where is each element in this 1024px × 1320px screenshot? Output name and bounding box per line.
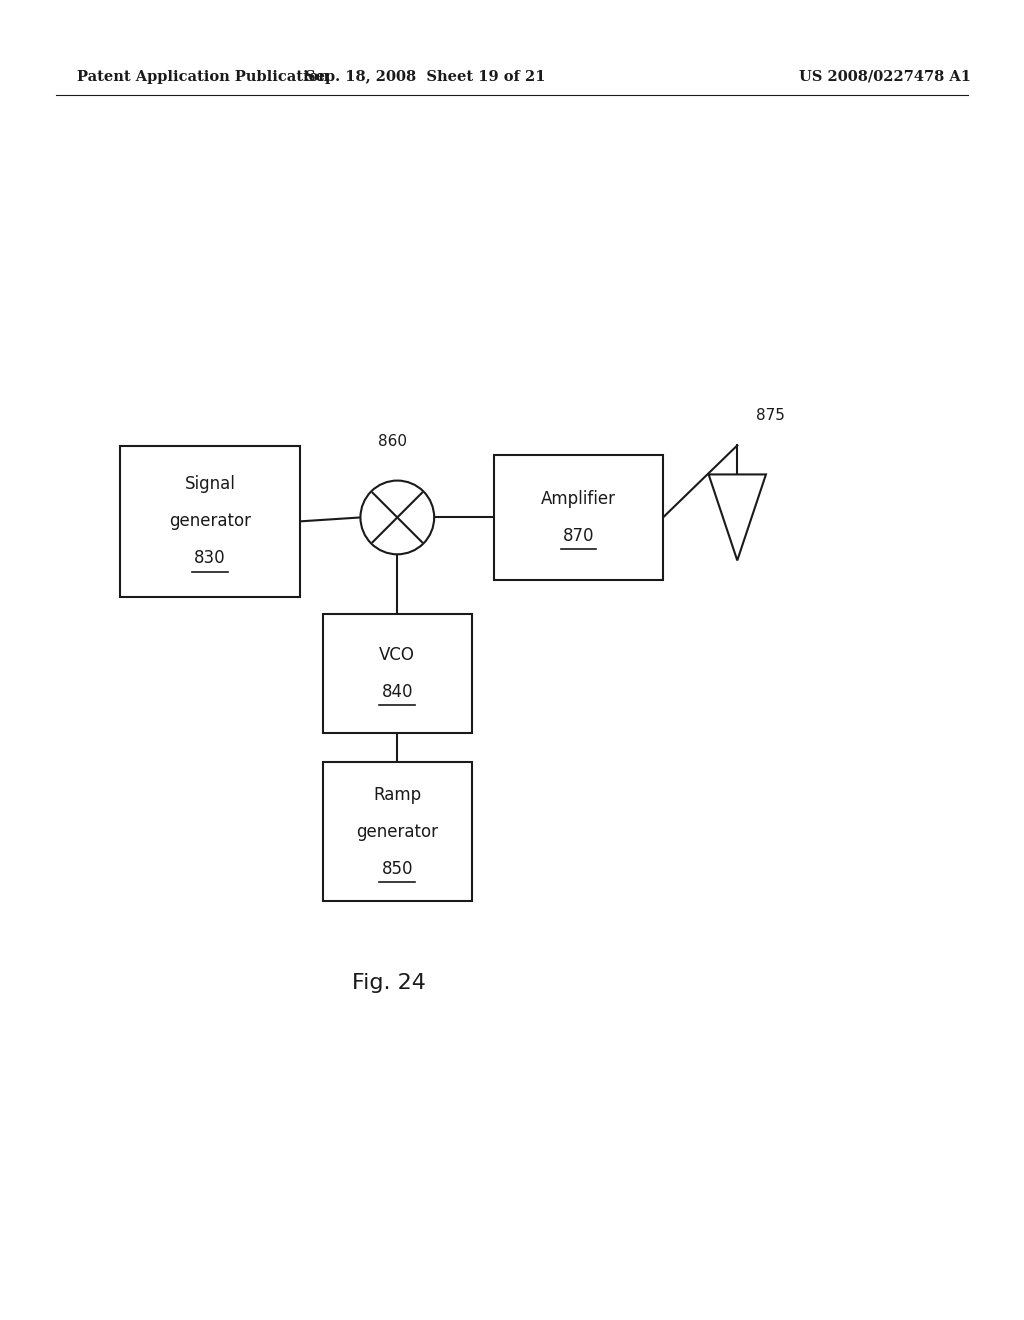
Text: generator: generator bbox=[169, 512, 251, 531]
Text: 870: 870 bbox=[563, 527, 594, 545]
Bar bbox=[494, 454, 664, 581]
Bar bbox=[121, 446, 299, 597]
Text: VCO: VCO bbox=[379, 645, 416, 664]
Text: Patent Application Publication: Patent Application Publication bbox=[77, 70, 329, 83]
Text: 860: 860 bbox=[378, 434, 407, 449]
Text: Sep. 18, 2008  Sheet 19 of 21: Sep. 18, 2008 Sheet 19 of 21 bbox=[305, 70, 545, 83]
Text: Fig. 24: Fig. 24 bbox=[352, 973, 426, 994]
Text: 840: 840 bbox=[382, 682, 413, 701]
Bar bbox=[324, 614, 471, 733]
Text: Amplifier: Amplifier bbox=[541, 490, 616, 508]
Text: generator: generator bbox=[356, 822, 438, 841]
Text: 850: 850 bbox=[382, 859, 413, 878]
Text: US 2008/0227478 A1: US 2008/0227478 A1 bbox=[799, 70, 971, 83]
Text: Signal: Signal bbox=[184, 475, 236, 494]
Text: 875: 875 bbox=[756, 408, 784, 422]
Bar bbox=[324, 762, 471, 900]
Text: 830: 830 bbox=[195, 549, 225, 568]
Text: Ramp: Ramp bbox=[374, 785, 421, 804]
Ellipse shape bbox=[360, 480, 434, 554]
